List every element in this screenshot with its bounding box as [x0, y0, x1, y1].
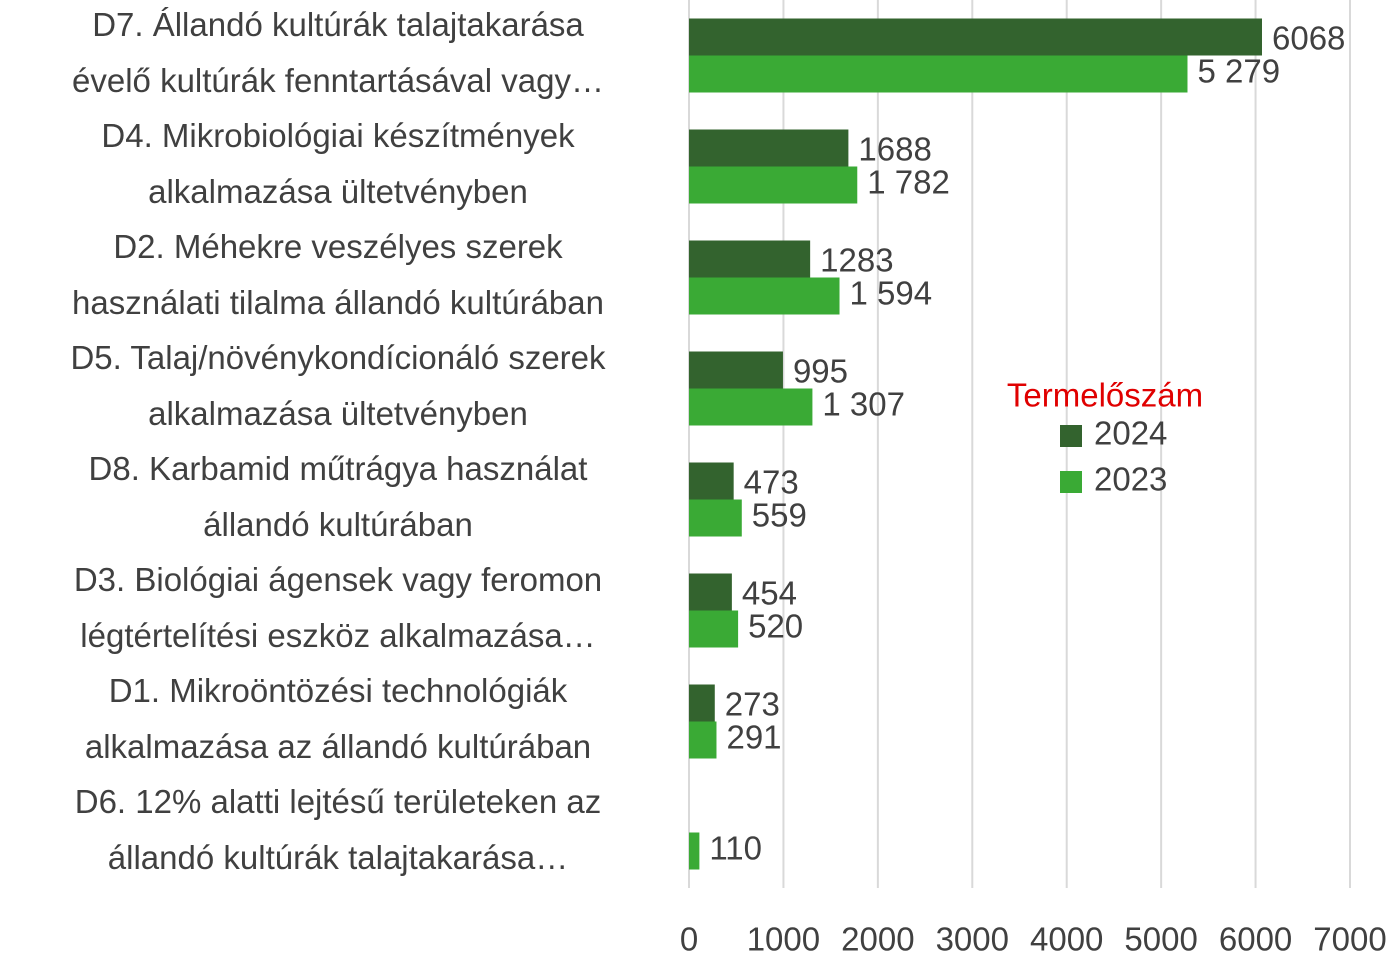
- x-tick-label: 4000: [1030, 921, 1103, 958]
- category-label: évelő kultúrák fenntartásával vagy…: [72, 62, 604, 99]
- data-label: 520: [748, 608, 803, 645]
- bar: [689, 462, 734, 500]
- legend-label: 2023: [1094, 461, 1167, 498]
- bar: [689, 832, 700, 870]
- category-label: D5. Talaj/növénykondícionáló szerek: [70, 339, 606, 376]
- bar: [689, 55, 1188, 93]
- bar: [689, 499, 742, 537]
- data-label: 5 279: [1197, 53, 1280, 90]
- bar: [689, 351, 783, 389]
- bar: [689, 684, 715, 722]
- data-label: 995: [793, 353, 848, 390]
- bar: [689, 166, 858, 204]
- x-tick-label: 2000: [841, 921, 914, 958]
- bar: [689, 240, 811, 278]
- category-label: légtértelítési eszköz alkalmazása…: [80, 617, 595, 654]
- data-label: 1 594: [850, 275, 933, 312]
- data-label: 1 782: [867, 164, 950, 201]
- bar: [689, 610, 739, 648]
- bar: [689, 573, 732, 611]
- x-tick-label: 0: [680, 921, 698, 958]
- category-label: D7. Állandó kultúrák talajtakarása: [92, 6, 584, 43]
- data-label: 473: [744, 464, 799, 501]
- category-label: D6. 12% alatti lejtésű területeken az: [75, 783, 601, 820]
- category-label: használati tilalma állandó kultúrában: [72, 284, 604, 321]
- data-label: 6068: [1272, 20, 1345, 57]
- x-tick-label: 6000: [1219, 921, 1292, 958]
- category-label: D1. Mikroöntözési technológiák: [109, 672, 568, 709]
- x-tick-label: 5000: [1124, 921, 1197, 958]
- bar: [689, 721, 717, 759]
- category-label: D4. Mikrobiológiai készítmények: [101, 117, 575, 154]
- legend-swatch: [1060, 425, 1082, 447]
- x-tick-label: 3000: [936, 921, 1009, 958]
- legend-label: 2024: [1094, 415, 1167, 452]
- category-label: alkalmazása az állandó kultúrában: [85, 728, 591, 765]
- bar: [689, 129, 849, 167]
- category-label: D8. Karbamid műtrágya használat: [89, 450, 588, 487]
- data-label: 559: [752, 497, 807, 534]
- legend-swatch: [1060, 471, 1082, 493]
- data-label: 1283: [820, 242, 893, 279]
- bar: [689, 18, 1262, 56]
- data-label: 110: [709, 830, 762, 867]
- x-tick-label: 7000: [1313, 921, 1386, 958]
- x-tick-label: 1000: [747, 921, 820, 958]
- data-label: 1 307: [822, 386, 905, 423]
- category-label: D3. Biológiai ágensek vagy feromon: [74, 561, 602, 598]
- category-label: D2. Méhekre veszélyes szerek: [113, 228, 563, 265]
- category-label: alkalmazása ültetvényben: [148, 173, 528, 210]
- category-label: állandó kultúrák talajtakarása…: [108, 839, 568, 876]
- category-label: alkalmazása ültetvényben: [148, 395, 528, 432]
- data-label: 273: [725, 686, 780, 723]
- legend-title: Termelőszám: [1007, 377, 1203, 414]
- category-label: állandó kultúrában: [203, 506, 473, 543]
- data-label: 454: [742, 575, 797, 612]
- bar: [689, 277, 840, 315]
- data-label: 1688: [858, 131, 931, 168]
- bar: [689, 388, 813, 426]
- data-label: 291: [726, 719, 781, 756]
